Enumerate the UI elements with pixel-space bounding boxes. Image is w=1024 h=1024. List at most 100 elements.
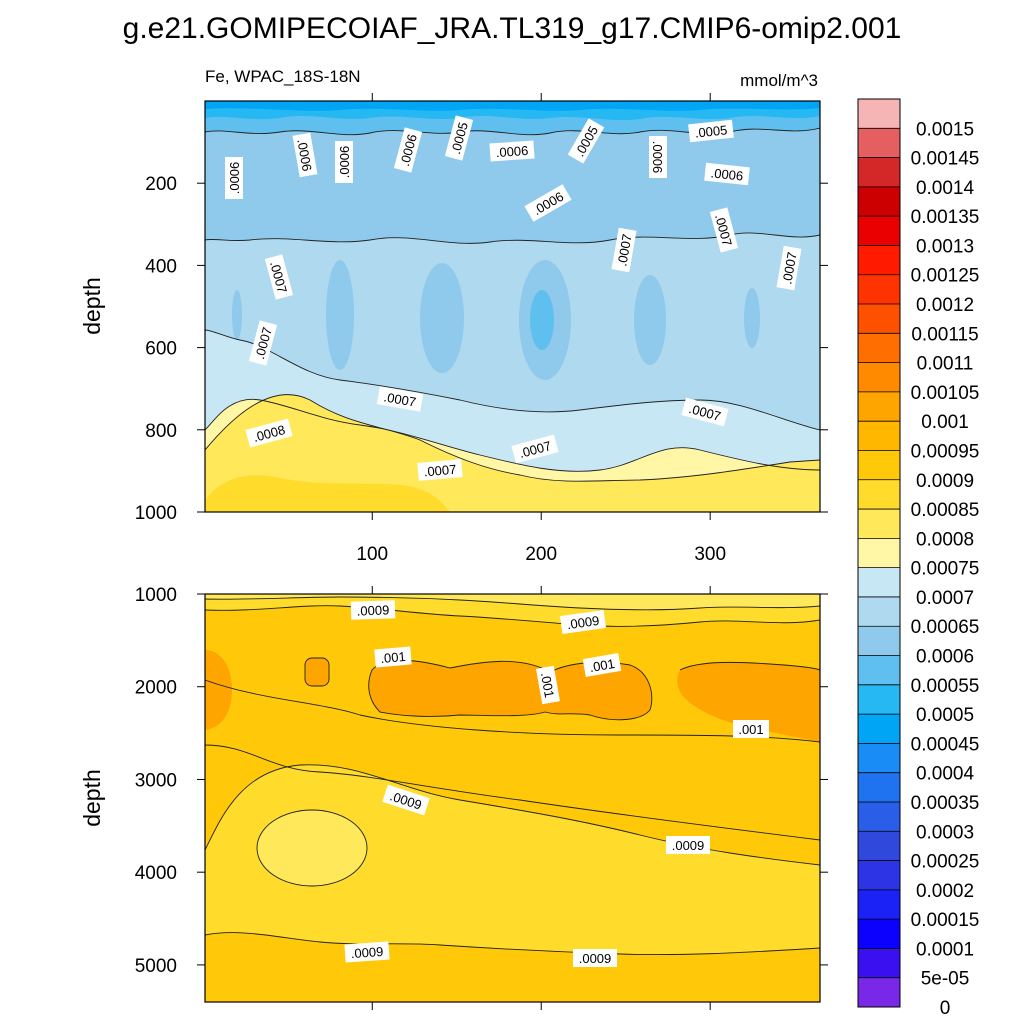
fill-band-0008 [205,394,820,512]
colorbar-label: 0.00065 [911,617,980,638]
contour-label: .001 [536,665,560,705]
svg-text:.001: .001 [538,671,557,699]
colorbar-swatch [858,596,900,627]
lower-panel: 1000 2000 3000 4000 5000 depth .0009 .0009 .… [79,585,828,1010]
colorbar-label: 0.00085 [911,500,980,521]
colorbar-label: 0.0015 [916,119,974,140]
contour-label: .0009 [666,836,710,854]
svg-text:.001: .001 [380,649,407,666]
fill-band-00045 [205,101,820,111]
upper-y-axis: 200 400 600 800 1000 [135,174,828,524]
svg-text:.001: .001 [738,722,763,737]
svg-text:.0007: .0007 [423,462,457,480]
fill-blob-00055 [530,290,554,350]
upper-contour-labels: .0006 .0006 .0006 .0006 .0005 .0006 .000… [225,115,802,481]
y-tick-label: 1000 [135,585,177,606]
svg-text:.0007: .0007 [383,389,418,409]
colorbar-label: 0 [940,998,951,1019]
svg-text:.001: .001 [588,656,616,675]
colorbar-swatch [858,99,900,129]
contour-label: .0009 [350,600,396,620]
fill-blobs-001 [205,650,820,742]
colorbar-label: 0.00125 [911,266,980,287]
fill-band-00085 [205,475,450,512]
colorbar-label: 0.00045 [911,734,980,755]
colorbar-swatch [858,743,900,774]
contour-label: .0007 [376,386,424,412]
fill-band-00085-top [205,594,820,610]
colorbar-swatch [858,450,900,481]
colorbar-swatch [858,128,900,159]
colorbar-label: 0.00055 [911,676,980,697]
svg-text:.0005: .0005 [694,122,728,140]
colorbar-label: 0.00095 [911,441,980,462]
contour-label: .0005 [688,119,734,143]
colorbar-swatch [858,479,900,510]
y-tick-label: 1000 [135,503,177,524]
colorbar-swatch [858,362,900,393]
colorbar-label: 0.00025 [911,852,980,873]
colorbar-label: 0.001 [921,412,969,433]
colorbar-label: 0.0013 [916,236,974,257]
colorbar-swatch [858,186,900,217]
contour-label: .0006 [225,157,243,199]
colorbar-swatch [858,684,900,715]
fill-band-0009-lower [205,764,820,1002]
svg-text:.0006: .0006 [495,143,529,160]
svg-text:.0009: .0009 [356,602,389,618]
svg-text:.0006: .0006 [227,162,242,195]
contour-label: .001 [582,653,622,677]
colorbar-swatch [858,421,900,451]
left-string: Fe, WPAC_18S-18N [205,67,361,86]
colorbar-label: 0.00145 [911,149,980,170]
colorbar-swatch [858,304,900,334]
contour-label: .0005 [444,115,474,161]
colorbar-swatch [858,889,900,920]
x-tick-label: 100 [356,544,388,565]
colorbar-label: 0.0005 [916,705,974,726]
colorbar-label: 0.0004 [916,764,975,785]
contour-label: .001 [733,720,769,738]
contour-label: .0007 [611,227,637,273]
colorbar-swatch [858,509,900,539]
colorbar-swatch [858,655,900,686]
upper-x-axis: 100 200 300 [356,93,726,565]
lower-contour-lines [205,596,820,956]
colorbar-label: 0.0006 [916,647,974,668]
svg-text:.0006: .0006 [337,146,352,179]
colorbar-label: 5e-05 [921,969,970,990]
svg-text:.0006: .0006 [294,138,314,173]
lower-y-axis: 1000 2000 3000 4000 5000 [135,585,828,977]
colorbar-swatch [858,626,900,657]
contour-label: .0009 [559,610,607,634]
colorbar-label: 0.0009 [916,471,974,492]
colorbar-label: 0.0008 [916,529,974,550]
colorbar-label: 0.0014 [916,178,975,199]
colorbar-swatch [858,245,900,276]
contour-label: .0007 [511,434,559,464]
colorbar-swatch [858,977,900,1008]
colorbar-swatch [858,274,900,305]
svg-text:.0009: .0009 [672,838,705,853]
lower-contour-labels: .0009 .0009 .001 .001 .001 .001 .0009 .0… [344,600,769,967]
y-tick-label: 400 [145,256,177,277]
colorbar-swatch [858,948,900,979]
colorbar-label: 0.0001 [916,939,974,960]
y-tick-label: 3000 [135,770,177,791]
colorbar-swatch [858,714,900,744]
svg-text:.0009: .0009 [350,944,384,961]
contour-label: .0006 [704,162,750,186]
contour-label: .0006 [393,127,423,173]
svg-text:.0007: .0007 [614,233,634,268]
colorbar-swatch [858,919,900,949]
colorbar-label: 0.00135 [911,207,980,228]
x-tick-label: 200 [525,544,557,565]
contour-label: .001 [374,646,412,668]
contour-label: .0007 [248,320,278,366]
contour-label: .0007 [776,245,802,291]
y-tick-label: 5000 [135,956,177,977]
colorbar-swatch [858,391,900,422]
y-tick-label: 200 [145,174,177,195]
y-tick-label: 800 [145,421,177,442]
